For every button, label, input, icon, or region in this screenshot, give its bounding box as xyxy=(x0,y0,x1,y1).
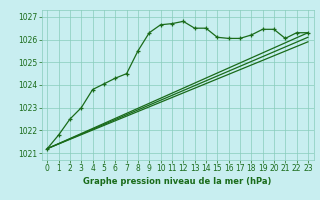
X-axis label: Graphe pression niveau de la mer (hPa): Graphe pression niveau de la mer (hPa) xyxy=(84,177,272,186)
